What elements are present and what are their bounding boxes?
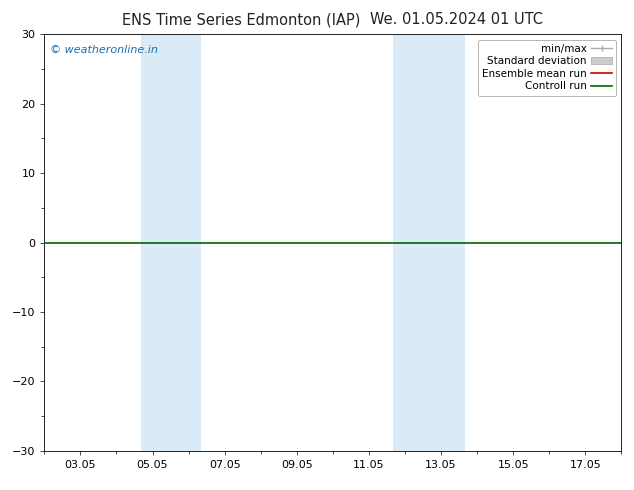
Bar xyxy=(141,34,200,451)
Bar xyxy=(393,34,465,451)
Text: We. 01.05.2024 01 UTC: We. 01.05.2024 01 UTC xyxy=(370,12,543,27)
Legend: min/max, Standard deviation, Ensemble mean run, Controll run: min/max, Standard deviation, Ensemble me… xyxy=(478,40,616,96)
Text: ENS Time Series Edmonton (IAP): ENS Time Series Edmonton (IAP) xyxy=(122,12,360,27)
Text: © weatheronline.in: © weatheronline.in xyxy=(50,45,158,55)
